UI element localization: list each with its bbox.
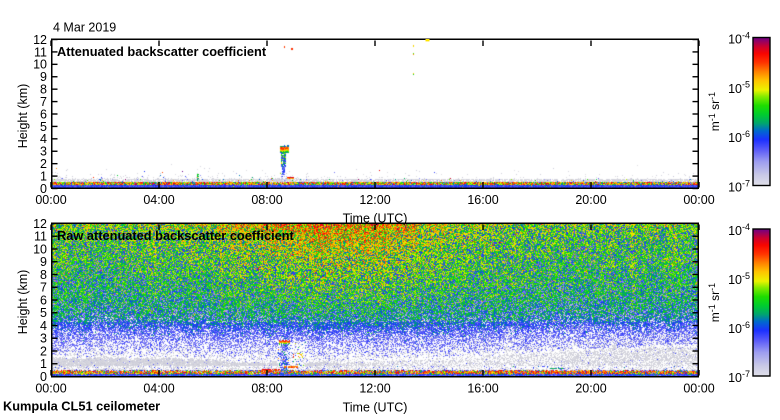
svg-text:Height (km): Height (km) [16, 84, 30, 149]
svg-text:8: 8 [40, 268, 47, 282]
svg-text:6: 6 [40, 107, 47, 121]
svg-text:3: 3 [40, 332, 47, 346]
svg-text:10: 10 [33, 58, 47, 72]
svg-text:Raw attenuated backscatter coe: Raw attenuated backscatter coefficient [57, 228, 295, 243]
svg-text:2: 2 [40, 157, 47, 171]
svg-text:16:00: 16:00 [467, 193, 498, 207]
svg-text:10: 10 [728, 82, 742, 96]
svg-text:11: 11 [34, 230, 47, 244]
svg-text:3: 3 [40, 145, 47, 159]
svg-text:00:00: 00:00 [683, 382, 714, 396]
svg-text:Time (UTC): Time (UTC) [343, 212, 408, 226]
svg-text:4: 4 [40, 132, 47, 146]
svg-text:4: 4 [40, 319, 47, 333]
svg-text:m-1 sr-1: m-1 sr-1 [707, 283, 722, 322]
svg-text:20:00: 20:00 [575, 382, 606, 396]
svg-text:7: 7 [40, 95, 47, 109]
svg-text:12:00: 12:00 [359, 193, 390, 207]
svg-text:Kumpula CL51 ceilometer: Kumpula CL51 ceilometer [3, 399, 160, 414]
svg-text:10: 10 [33, 242, 47, 256]
svg-text:-6: -6 [742, 129, 750, 139]
svg-text:-5: -5 [742, 271, 750, 281]
svg-text:10: 10 [728, 33, 742, 47]
svg-text:10: 10 [728, 224, 742, 238]
svg-text:1: 1 [40, 169, 47, 183]
svg-text:Time (UTC): Time (UTC) [343, 401, 408, 415]
svg-text:Attenuated backscatter coeffic: Attenuated backscatter coefficient [57, 44, 267, 59]
svg-text:-7: -7 [742, 369, 750, 379]
svg-text:11: 11 [34, 45, 47, 59]
svg-text:-4: -4 [742, 30, 750, 40]
svg-text:9: 9 [40, 255, 47, 269]
svg-text:10: 10 [728, 322, 742, 336]
svg-text:04:00: 04:00 [143, 382, 174, 396]
svg-text:6: 6 [40, 293, 47, 307]
svg-text:m-1 sr-1: m-1 sr-1 [707, 92, 722, 131]
svg-text:5: 5 [40, 120, 47, 134]
svg-text:00:00: 00:00 [35, 382, 66, 396]
svg-text:08:00: 08:00 [251, 382, 282, 396]
svg-text:5: 5 [40, 306, 47, 320]
svg-text:20:00: 20:00 [575, 193, 606, 207]
svg-text:00:00: 00:00 [35, 193, 66, 207]
svg-text:12:00: 12:00 [359, 382, 390, 396]
svg-text:Height (km): Height (km) [16, 270, 30, 335]
svg-text:10: 10 [728, 371, 742, 385]
svg-text:10: 10 [728, 131, 742, 145]
svg-text:0: 0 [40, 182, 47, 196]
svg-text:04:00: 04:00 [143, 193, 174, 207]
svg-text:12: 12 [33, 33, 47, 47]
svg-text:10: 10 [728, 181, 742, 195]
svg-text:7: 7 [40, 281, 47, 295]
svg-text:4 Mar 2019: 4 Mar 2019 [53, 21, 116, 35]
svg-text:10: 10 [728, 273, 742, 287]
svg-text:12: 12 [33, 217, 47, 231]
svg-text:-7: -7 [742, 178, 750, 188]
svg-text:16:00: 16:00 [467, 382, 498, 396]
svg-text:8: 8 [40, 83, 47, 97]
svg-text:9: 9 [40, 70, 47, 84]
svg-text:-6: -6 [742, 320, 750, 330]
svg-text:1: 1 [40, 357, 47, 371]
svg-text:00:00: 00:00 [683, 193, 714, 207]
svg-text:-5: -5 [742, 80, 750, 90]
svg-text:0: 0 [40, 370, 47, 384]
svg-text:08:00: 08:00 [251, 193, 282, 207]
svg-text:-4: -4 [742, 222, 750, 232]
svg-text:2: 2 [40, 344, 47, 358]
